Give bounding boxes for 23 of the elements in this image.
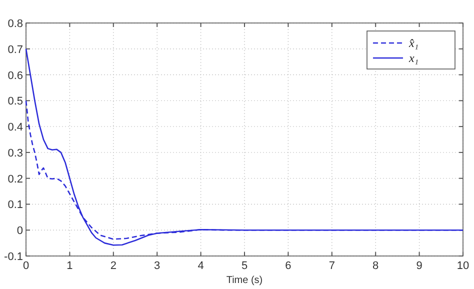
x-tick-label: 9 [416,260,422,272]
y-tick-label: 0.4 [8,122,23,134]
y-tick-label: 0.2 [8,173,23,186]
legend-label: x̂₁ [408,36,418,50]
legend-label: x₁ [408,51,418,65]
x-tick-label: 8 [372,260,379,272]
x-axis-title: Time (s) [226,275,263,286]
x-tick-label: 10 [456,260,470,272]
y-tick-label: 0.3 [8,147,23,160]
x-tick-label: 4 [198,260,204,272]
y-tick-label: 0.7 [8,44,23,56]
x-tick-label: 7 [328,260,335,272]
y-tick-label: -0.1 [4,251,23,263]
x-tick-label: 6 [285,260,292,272]
y-tick-label: 0.6 [8,70,23,82]
x-tick-label: 2 [110,260,116,272]
y-tick-label: 0.8 [8,18,23,30]
y-tick-label: 0.1 [8,199,23,212]
x-tick-label: 5 [241,260,248,272]
y-tick-label: 0.5 [8,96,23,108]
x-tick-label: 1 [66,260,73,272]
y-tick-label: 0 [16,225,23,238]
x-tick-label: 3 [154,260,160,272]
